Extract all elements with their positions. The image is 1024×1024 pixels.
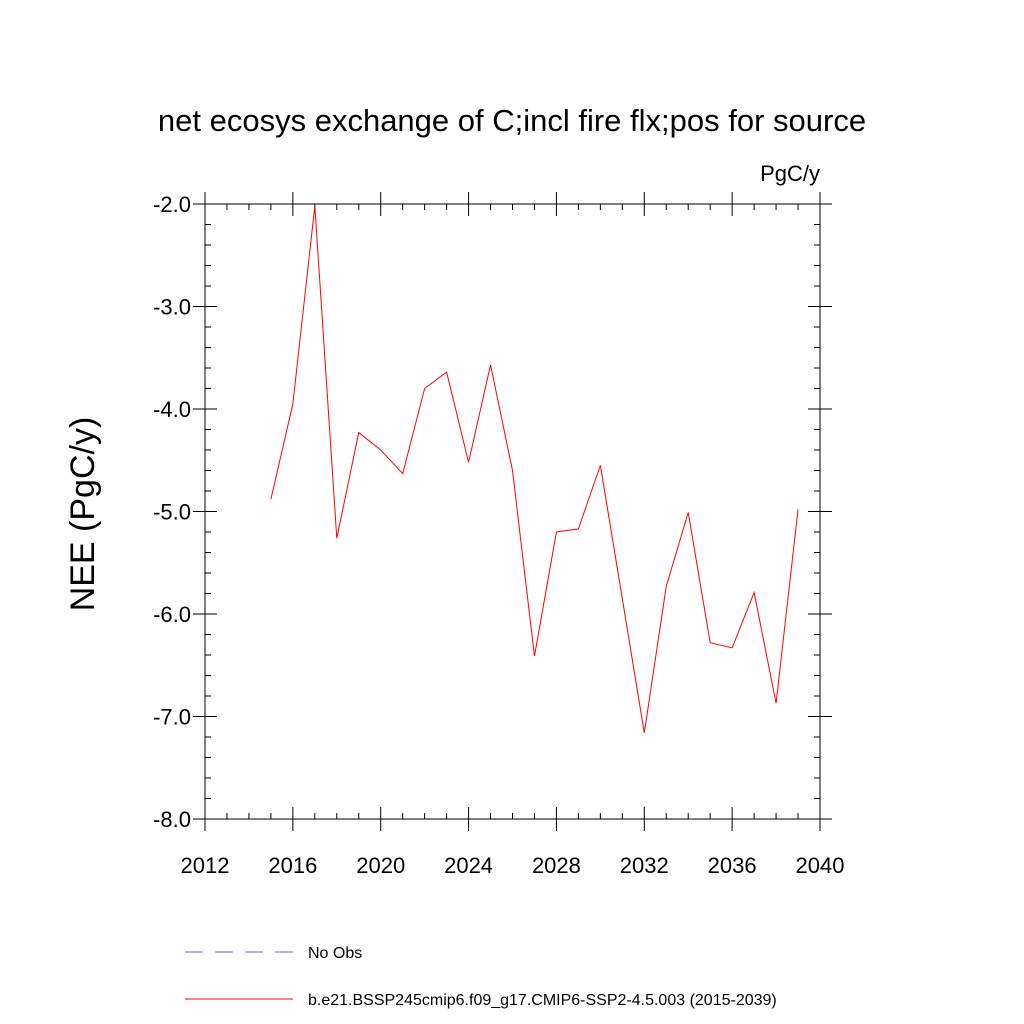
x-tick-label: 2016 xyxy=(268,853,317,878)
x-tick-label: 2028 xyxy=(532,853,581,878)
x-tick-label: 2024 xyxy=(444,853,493,878)
legend-label-model-run: b.e21.BSSP245cmip6.f09_g17.CMIP6-SSP2-4.… xyxy=(308,992,777,1009)
plot-frame xyxy=(204,203,821,820)
x-tick-label: 2040 xyxy=(796,853,845,878)
y-tick-label: -2.0 xyxy=(153,192,191,217)
y-tick-label: -3.0 xyxy=(153,295,191,320)
x-tick-label: 2012 xyxy=(181,853,230,878)
units-label: PgC/y xyxy=(760,161,820,186)
y-tick-label: -8.0 xyxy=(153,807,191,832)
series-layer xyxy=(270,205,799,733)
y-axis-label: NEE (PgC/y) xyxy=(64,417,102,612)
y-tick-label: -6.0 xyxy=(153,602,191,627)
x-tick-label: 2020 xyxy=(356,853,405,878)
y-tick-label: -5.0 xyxy=(153,500,191,525)
series-line-0 xyxy=(270,205,799,733)
legend-label-no-obs: No Obs xyxy=(308,945,362,962)
y-tick-label: -7.0 xyxy=(153,705,191,730)
y-tick-label: -4.0 xyxy=(153,397,191,422)
chart-title: net ecosys exchange of C;incl fire flx;p… xyxy=(158,103,866,138)
legend: No Obs b.e21.BSSP245cmip6.f09_g17.CMIP6-… xyxy=(185,945,777,1009)
axis-ticks: 2012 2016 2020 2024 2028 2032 2036 2040 -2.0 -3.0… xyxy=(153,192,844,878)
x-tick-label: 2032 xyxy=(620,853,669,878)
x-tick-label: 2036 xyxy=(708,853,757,878)
